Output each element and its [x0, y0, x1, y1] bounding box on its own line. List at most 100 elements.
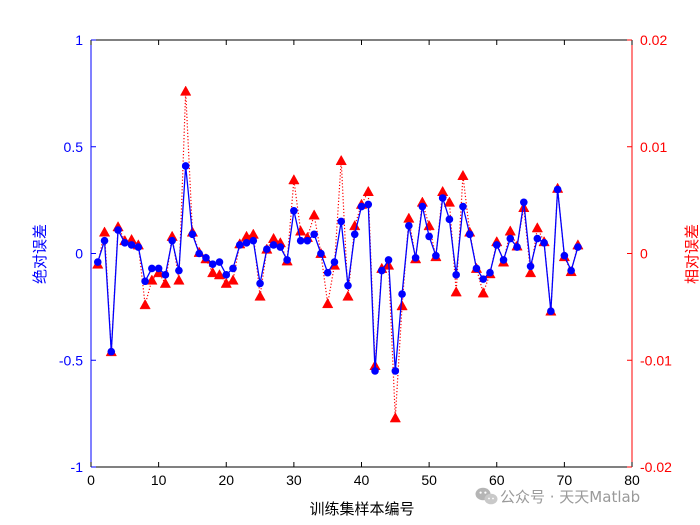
relative-error-point — [146, 274, 158, 285]
absolute-error-point — [371, 367, 379, 375]
left-y-tick-label: -1 — [71, 459, 84, 475]
absolute-error-point — [93, 258, 102, 266]
absolute-error-point — [296, 236, 305, 245]
absolute-error-point — [438, 194, 447, 202]
x-tick-label: 60 — [489, 472, 505, 488]
x-tick-label: 30 — [286, 472, 302, 488]
watermark-text: 公众号 · 天天Matlab — [500, 488, 640, 506]
absolute-error-point — [195, 249, 203, 258]
right-y-axis: -0.02 -0.01 0 0.01 0.02 — [627, 32, 672, 475]
absolute-error-point — [459, 202, 467, 211]
x-tick-label: 20 — [218, 472, 234, 488]
absolute-error-point — [154, 264, 163, 273]
relative-error-series — [92, 85, 584, 423]
absolute-error-point — [418, 202, 427, 211]
absolute-error-point — [486, 268, 494, 277]
absolute-error-point — [263, 245, 271, 254]
absolute-error-point — [229, 264, 237, 273]
absolute-error-point — [553, 185, 562, 194]
absolute-error-point — [134, 243, 143, 251]
absolute-error-point — [208, 260, 217, 268]
absolute-error-point — [479, 275, 488, 283]
relative-error-point — [457, 169, 469, 180]
absolute-error-point — [303, 236, 312, 245]
x-tick-label: 10 — [151, 472, 167, 488]
absolute-error-point — [290, 207, 298, 215]
absolute-error-point — [526, 262, 535, 271]
absolute-error-point — [276, 243, 285, 251]
absolute-error-point — [574, 243, 582, 251]
absolute-error-point — [121, 239, 129, 247]
absolute-error-point — [222, 271, 231, 279]
watermark: 公众号 · 天天Matlab — [475, 487, 640, 506]
right-y-tick-label: 0.02 — [640, 32, 667, 48]
absolute-error-point — [168, 236, 176, 245]
absolute-error-point — [317, 249, 325, 258]
absolute-error-point — [337, 217, 346, 226]
absolute-error-point — [310, 230, 318, 239]
absolute-error-point — [540, 239, 548, 247]
x-tick-label: 0 — [87, 472, 95, 488]
absolute-error-point — [107, 347, 116, 356]
relative-error-point — [159, 277, 172, 288]
right-y-tick-label: -0.01 — [640, 352, 672, 368]
absolute-error-point — [175, 266, 183, 275]
absolute-error-point — [357, 202, 366, 211]
absolute-error-point — [398, 290, 406, 298]
absolute-error-point — [506, 234, 515, 243]
relative-error-point — [180, 85, 192, 96]
x-tick-label: 50 — [421, 472, 437, 488]
absolute-error-point — [249, 236, 258, 245]
absolute-error-point — [283, 256, 291, 264]
left-y-axis-title: 绝对误差 — [31, 224, 49, 284]
relative-error-point — [322, 297, 334, 309]
absolute-error-point — [547, 307, 555, 315]
absolute-error-point — [445, 215, 454, 224]
left-y-axis: -1 -0.5 0 0.5 1 — [59, 32, 96, 475]
x-axis: 0 10 20 30 40 50 60 70 80 — [87, 40, 640, 488]
absolute-error-point — [323, 268, 332, 277]
absolute-error-point — [405, 221, 413, 230]
absolute-error-point — [114, 226, 122, 234]
absolute-error-point — [560, 251, 569, 260]
absolute-error-point — [127, 241, 136, 249]
absolute-error-point — [384, 256, 393, 264]
absolute-error-point — [215, 258, 224, 266]
left-y-tick-label: 0.5 — [64, 139, 84, 155]
relative-error-point — [403, 212, 415, 223]
relative-error-point — [173, 274, 185, 285]
absolute-error-point — [499, 256, 508, 264]
relative-error-point — [477, 287, 489, 298]
absolute-error-point — [100, 236, 109, 245]
right-y-tick-label: 0 — [640, 246, 648, 262]
relative-error-point — [207, 267, 219, 278]
absolute-error-point — [350, 230, 359, 239]
absolute-error-point — [513, 243, 521, 251]
absolute-error-point — [235, 241, 244, 249]
plot-frame — [90, 39, 633, 468]
absolute-error-point — [425, 232, 433, 241]
right-y-tick-label: 0.01 — [640, 139, 667, 155]
left-y-tick-label: 1 — [75, 32, 83, 48]
absolute-error-point — [148, 264, 156, 273]
relative-error-point — [450, 286, 462, 297]
relative-error-point — [362, 185, 374, 196]
absolute-error-point — [181, 162, 190, 170]
relative-error-point — [227, 274, 239, 285]
relative-error-point — [389, 412, 401, 423]
relative-error-point — [308, 209, 320, 220]
absolute-error-point — [377, 266, 386, 275]
relative-error-point — [396, 300, 408, 311]
absolute-error-point — [256, 279, 264, 288]
relative-error-point — [139, 299, 151, 310]
absolute-error-point — [452, 271, 460, 279]
absolute-error-point — [391, 367, 400, 375]
relative-error-point — [504, 225, 516, 236]
relative-error-point — [524, 267, 537, 278]
absolute-error-point — [188, 230, 197, 239]
absolute-error-series — [93, 162, 582, 375]
absolute-error-point — [520, 198, 528, 207]
absolute-error-point — [411, 253, 420, 262]
left-y-tick-label: 0 — [75, 246, 83, 262]
